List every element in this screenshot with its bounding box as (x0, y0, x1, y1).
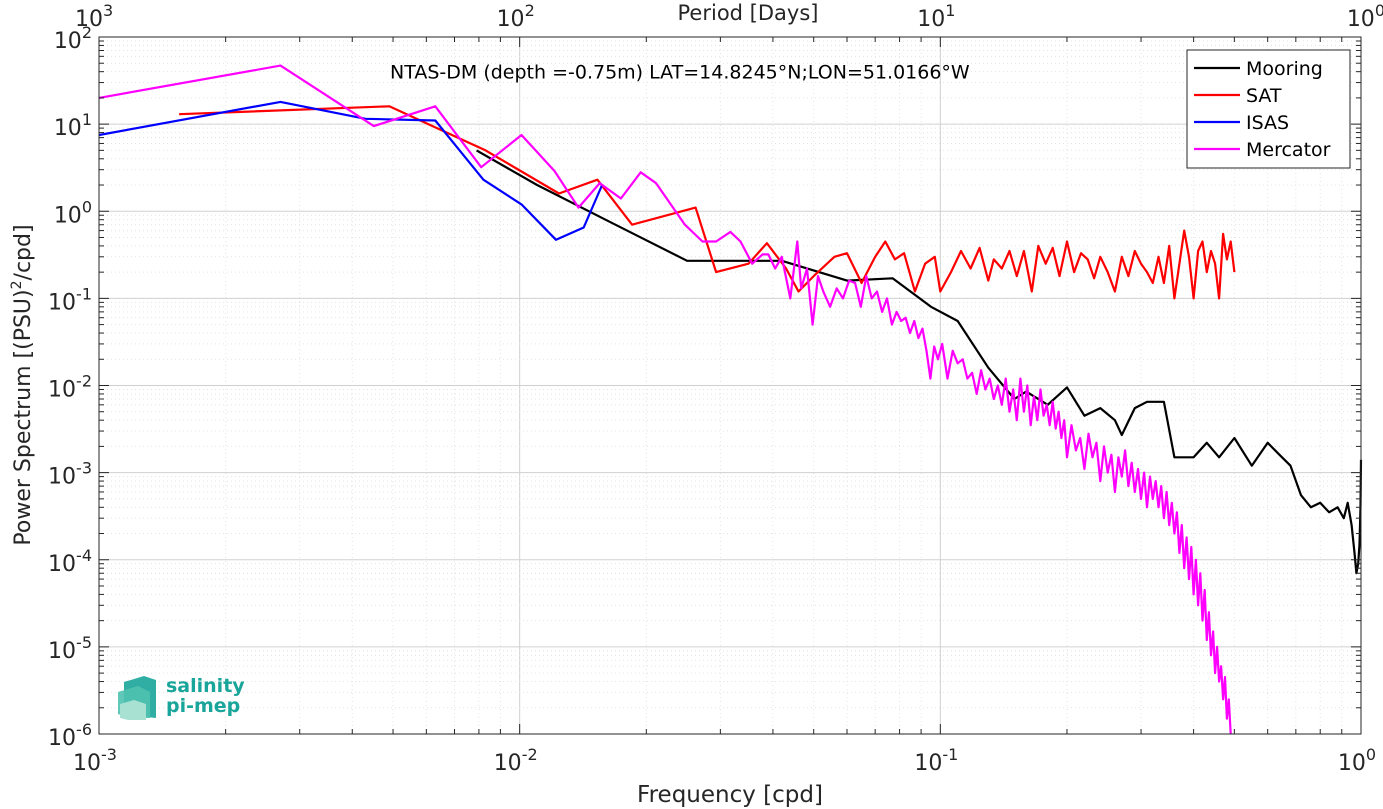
x-tick-label: 10-2 (494, 745, 538, 776)
series-line-mooring (476, 149, 1363, 575)
y-tick-label: 101 (54, 110, 92, 141)
logo-text-pimep: pi-mep (166, 695, 240, 717)
top-tick-label: 102 (497, 1, 535, 32)
series-line-mercator (98, 64, 1232, 735)
legend-label-isas: ISAS (1246, 112, 1289, 134)
y-tick-label: 10-6 (48, 720, 92, 751)
chart-title: NTAS-DM (depth =-0.75m) LAT=14.8245°N;LO… (390, 62, 970, 84)
y-tick-label: 10-3 (48, 459, 92, 490)
x-tick-label: 100 (1338, 745, 1376, 776)
legend-label-mercator: Mercator (1246, 139, 1331, 161)
legend-label-mooring: Mooring (1246, 58, 1323, 80)
tick-marks (99, 37, 1361, 734)
salinity-pimep-logo: salinity pi-mep (118, 675, 245, 720)
y-axis-label-main: Power Spectrum [(PSU) (11, 289, 36, 545)
logo-text-salinity: salinity (166, 675, 245, 697)
top-tick-label: 103 (75, 1, 113, 32)
y-tick-label: 100 (54, 197, 92, 228)
top-tick-label: 100 (1347, 1, 1383, 32)
x-tick-label: 10-3 (73, 745, 117, 776)
series-line-isas (98, 100, 604, 241)
y-tick-label: 102 (54, 23, 92, 54)
grid (99, 37, 1361, 734)
logo-shape-front (120, 700, 146, 720)
top-tick-label: 101 (917, 1, 955, 32)
y-tick-label: 10-1 (48, 284, 92, 315)
y-tick-label: 10-5 (48, 633, 92, 664)
legend-label-sat: SAT (1246, 85, 1282, 107)
y-axis-label-sup: 2 (9, 280, 25, 289)
x-tick-label: 10-1 (914, 745, 958, 776)
top-axis-label: Period [Days] (678, 1, 819, 25)
x-axis-label: Frequency [cpd] (637, 782, 823, 808)
legend: Mooring SAT ISAS Mercator (1186, 49, 1351, 169)
y-axis-label: Power Spectrum [(PSU)2/cpd] (9, 224, 36, 545)
y-tick-label: 10-2 (48, 372, 92, 403)
series-lines (98, 64, 1363, 735)
y-tick-label: 10-4 (48, 546, 92, 577)
y-axis-label-tail: /cpd] (11, 224, 36, 280)
